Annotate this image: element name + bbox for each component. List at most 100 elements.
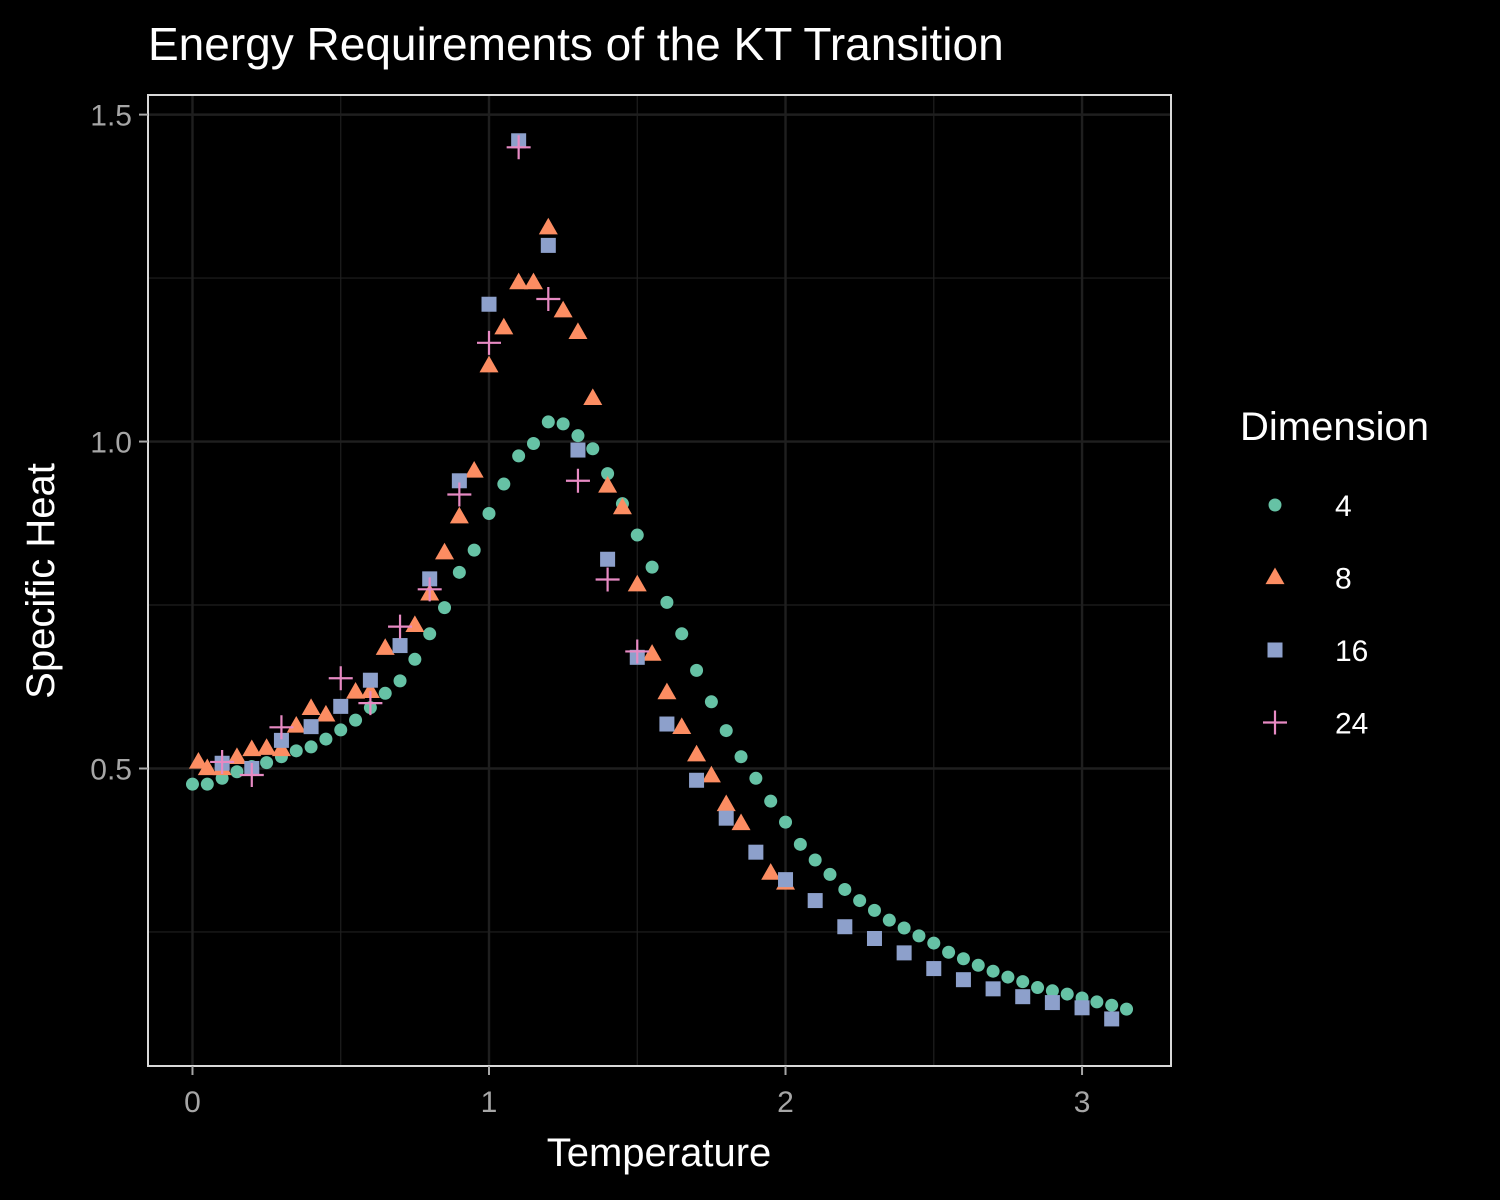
data-point bbox=[625, 639, 650, 664]
data-point bbox=[586, 442, 600, 456]
data-point bbox=[269, 715, 294, 740]
data-point bbox=[392, 638, 408, 654]
data-point bbox=[375, 638, 395, 655]
data-point bbox=[553, 300, 573, 318]
legend-key bbox=[1265, 567, 1285, 585]
data-point bbox=[506, 135, 531, 160]
data-point bbox=[405, 615, 425, 632]
data-point bbox=[260, 756, 274, 770]
data-point bbox=[600, 551, 616, 567]
data-point bbox=[748, 844, 764, 860]
data-point bbox=[807, 893, 823, 909]
data-point bbox=[451, 473, 467, 489]
data-point bbox=[956, 952, 970, 966]
data-point bbox=[793, 837, 807, 851]
data-point bbox=[1090, 995, 1104, 1009]
data-point bbox=[971, 958, 985, 972]
data-point bbox=[598, 476, 618, 493]
data-point bbox=[704, 695, 718, 709]
data-point bbox=[200, 777, 214, 791]
data-point bbox=[675, 627, 689, 641]
data-point bbox=[286, 716, 306, 733]
series-4 bbox=[185, 415, 1134, 1016]
data-point bbox=[645, 560, 659, 574]
legend-key bbox=[1268, 498, 1282, 512]
data-point bbox=[571, 429, 585, 443]
data-point bbox=[303, 719, 319, 735]
legend-key bbox=[1263, 710, 1287, 735]
data-point bbox=[687, 744, 707, 762]
data-point bbox=[1001, 970, 1015, 984]
data-point bbox=[509, 272, 529, 290]
data-point bbox=[447, 482, 472, 507]
data-point bbox=[778, 872, 794, 888]
chart-title: Energy Requirements of the KT Transition bbox=[148, 18, 1004, 70]
data-point bbox=[482, 506, 496, 520]
data-point bbox=[242, 739, 262, 757]
data-point bbox=[779, 815, 793, 829]
data-point bbox=[239, 763, 264, 788]
data-point bbox=[481, 296, 497, 312]
data-point bbox=[188, 751, 208, 769]
legend-item: 8 bbox=[1265, 563, 1352, 596]
data-point bbox=[185, 777, 199, 791]
data-point bbox=[346, 682, 366, 699]
data-point bbox=[523, 272, 543, 290]
data-point bbox=[333, 698, 349, 714]
x-tick-label: 0 bbox=[184, 1086, 201, 1119]
data-point bbox=[701, 765, 721, 783]
data-point bbox=[955, 972, 971, 988]
data-point bbox=[301, 698, 321, 715]
data-point bbox=[1015, 989, 1031, 1005]
series-8 bbox=[188, 217, 796, 890]
data-point bbox=[358, 691, 383, 716]
data-point bbox=[565, 468, 590, 493]
data-point bbox=[230, 765, 244, 779]
data-point bbox=[627, 574, 647, 592]
legend-item: 4 bbox=[1268, 490, 1352, 523]
data-point bbox=[536, 287, 561, 312]
data-point bbox=[1105, 998, 1119, 1012]
data-point bbox=[257, 738, 277, 755]
data-point bbox=[657, 682, 677, 700]
legend-label: 4 bbox=[1335, 490, 1352, 523]
data-point bbox=[197, 758, 217, 776]
data-point bbox=[467, 543, 481, 557]
data-point bbox=[273, 732, 289, 748]
data-point bbox=[601, 467, 615, 481]
legend: Dimension 4 8 16 24 bbox=[1240, 405, 1429, 741]
data-point bbox=[716, 794, 736, 812]
data-point bbox=[823, 867, 837, 881]
data-point bbox=[556, 417, 570, 431]
data-point bbox=[942, 945, 956, 959]
data-point bbox=[583, 388, 603, 406]
y-tick-label: 1.5 bbox=[90, 100, 132, 133]
data-point bbox=[1060, 987, 1074, 1001]
data-point bbox=[494, 317, 514, 335]
data-point bbox=[659, 716, 675, 732]
data-point bbox=[526, 437, 540, 451]
data-point bbox=[464, 461, 484, 478]
legend-key bbox=[1267, 642, 1283, 658]
data-point bbox=[630, 528, 644, 542]
series-24 bbox=[210, 135, 650, 788]
plot-area bbox=[147, 94, 1172, 1067]
y-tick-label: 0.5 bbox=[90, 753, 132, 786]
data-point bbox=[764, 794, 778, 808]
data-point bbox=[210, 749, 235, 774]
data-point bbox=[408, 652, 422, 666]
data-point bbox=[866, 930, 882, 946]
data-point bbox=[316, 704, 336, 722]
minor-gridlines bbox=[148, 95, 1171, 1066]
data-point bbox=[304, 740, 318, 754]
legend-items: 4 8 16 24 bbox=[1263, 490, 1368, 741]
data-point bbox=[1031, 981, 1045, 995]
data-point bbox=[896, 945, 912, 961]
data-point bbox=[435, 542, 455, 560]
data-point bbox=[985, 981, 1001, 997]
data-point bbox=[1104, 1011, 1120, 1027]
data-point bbox=[927, 936, 941, 950]
data-point bbox=[568, 322, 588, 340]
